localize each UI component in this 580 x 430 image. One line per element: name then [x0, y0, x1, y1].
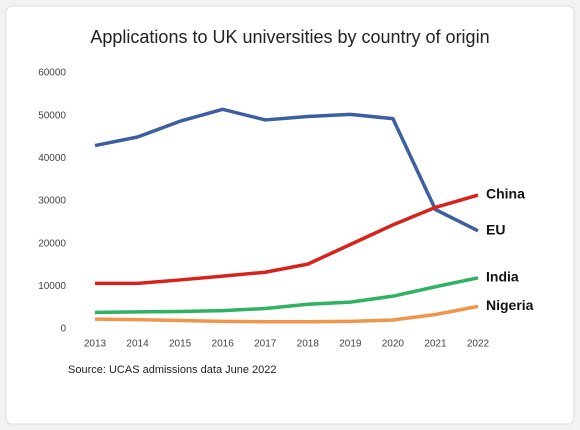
x-tick-label: 2015 [169, 339, 192, 350]
series-line [94, 276, 479, 315]
x-tick-label: 2021 [424, 339, 447, 350]
y-tick-label: 30000 [38, 196, 66, 207]
y-tick-label: 50000 [38, 110, 66, 121]
x-tick-label: 2020 [382, 339, 405, 350]
series-line [95, 193, 479, 286]
x-tick-label: 2014 [126, 339, 149, 350]
series-label: China [486, 186, 525, 202]
series-label: India [486, 269, 519, 285]
x-tick-label: 2018 [297, 339, 320, 350]
y-tick-label: 10000 [38, 281, 66, 292]
card [5, 5, 575, 425]
x-tick-label: 2013 [84, 339, 107, 350]
y-tick-label: 0 [60, 324, 66, 335]
x-tick-label: 2019 [339, 339, 362, 350]
y-tick-label: 20000 [38, 238, 66, 249]
series-label: EU [486, 222, 505, 238]
y-tick-label: 60000 [38, 68, 66, 79]
series-line [94, 304, 479, 324]
x-tick-label: 2022 [467, 339, 490, 350]
chart-title: Applications to UK universities by count… [90, 27, 489, 47]
x-tick-label: 2016 [212, 339, 235, 350]
y-tick-label: 40000 [38, 153, 66, 164]
series-label: Nigeria [486, 297, 534, 313]
x-tick-label: 2017 [254, 339, 277, 350]
source-note: Source: UCAS admissions data June 2022 [68, 364, 277, 376]
series-line [94, 107, 479, 233]
